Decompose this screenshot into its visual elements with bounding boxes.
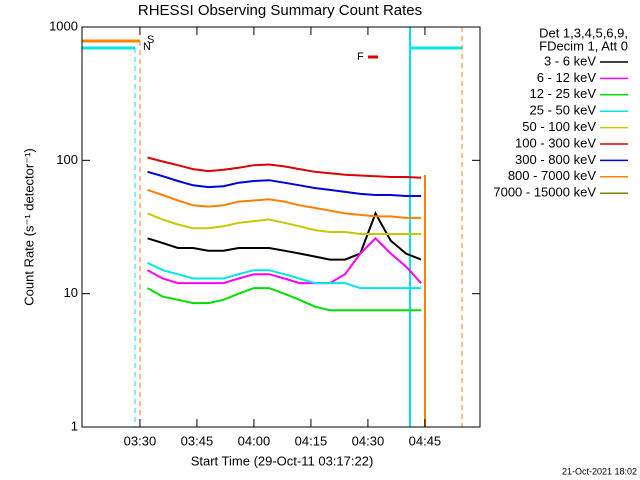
legend-label: 300 - 800 keV (515, 152, 596, 167)
annotation: F (357, 51, 364, 63)
series-line (147, 261, 422, 290)
series-line (147, 188, 422, 219)
plot-area (147, 156, 422, 312)
x-tick-label: 04:00 (238, 433, 271, 448)
x-tick-label: 03:45 (181, 433, 214, 448)
series-line (147, 156, 422, 179)
y-tick-label: 1000 (49, 18, 78, 33)
legend-label: 3 - 6 keV (544, 53, 596, 68)
series-line (147, 212, 422, 235)
footer: 21-Oct-2021 18:02 (562, 466, 637, 476)
legend-label: 25 - 50 keV (530, 103, 597, 118)
x-tick-label: 04:15 (295, 433, 328, 448)
annotation: S (147, 34, 154, 46)
series-line (147, 287, 422, 312)
x-axis-title: Start Time (29-Oct-11 03:17:22) (191, 453, 374, 468)
axes-frame (81, 26, 481, 428)
y-tick-label: 10 (64, 285, 78, 300)
legend-label: 7000 - 15000 keV (493, 185, 596, 200)
legend-header: FDecim 1, Att 0 (539, 38, 628, 53)
x-tick-label: 03:30 (124, 433, 157, 448)
x-tick-label: 04:30 (352, 433, 385, 448)
annotation: N (143, 41, 151, 53)
legend-label: 800 - 7000 keV (508, 168, 597, 183)
legend-header: Det 1,3,4,5,6,9, (539, 25, 628, 40)
y-tick-label: 1 (71, 418, 78, 433)
series-line (147, 236, 422, 285)
legend-label: 50 - 100 keV (522, 119, 596, 134)
series-line (147, 211, 422, 261)
legend-label: 100 - 300 keV (515, 135, 596, 150)
y-axis-title: Count Rate (s⁻¹ detector⁻¹) (21, 148, 36, 306)
legend-label: 12 - 25 keV (530, 86, 597, 101)
chart-title: RHESSI Observing Summary Count Rates (138, 2, 422, 19)
x-tick-label: 04:45 (409, 433, 442, 448)
series-line (147, 170, 422, 197)
legend-label: 6 - 12 keV (537, 70, 597, 85)
y-tick-label: 100 (56, 152, 78, 167)
